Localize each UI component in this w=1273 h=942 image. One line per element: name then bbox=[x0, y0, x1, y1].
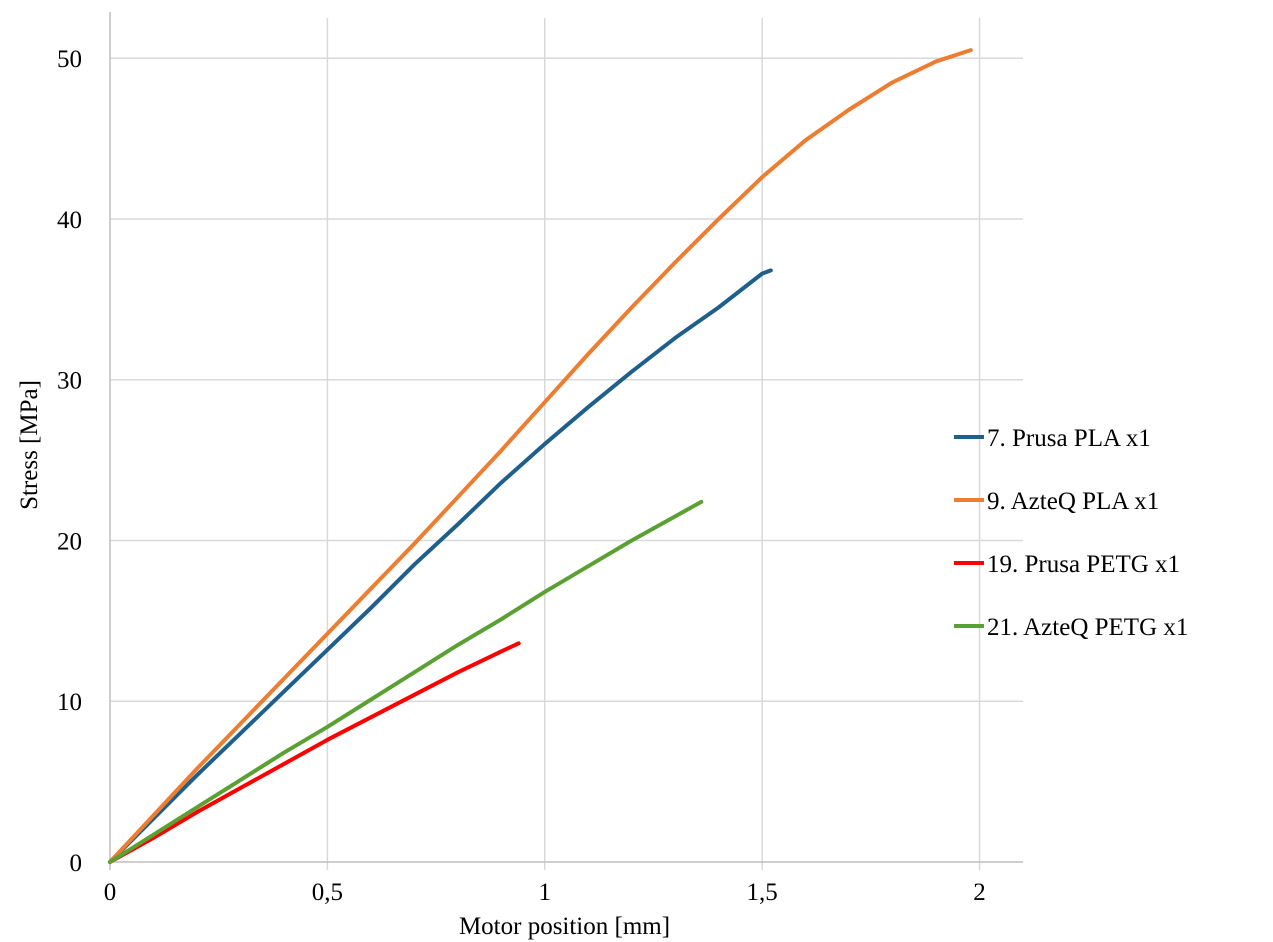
legend-label: 21. AzteQ PETG x1 bbox=[987, 614, 1188, 641]
legend-item: 21. AzteQ PETG x1 bbox=[954, 614, 1188, 641]
x-tick-label: 0 bbox=[104, 879, 117, 906]
x-axis-title: Motor position [mm] bbox=[459, 913, 670, 940]
x-tick-label: 2 bbox=[973, 879, 986, 906]
legend-item: 7. Prusa PLA x1 bbox=[954, 425, 1151, 452]
series-line bbox=[108, 641, 521, 864]
y-tick-label: 20 bbox=[57, 528, 82, 555]
axis-layer bbox=[109, 12, 1023, 870]
y-tick-label: 50 bbox=[57, 46, 82, 73]
y-tick-label: 40 bbox=[57, 207, 82, 234]
tick-layer: 0 10 20 30 40 50 0 0,5 1 1,5 2 bbox=[57, 46, 986, 906]
legend-label: 9. AzteQ PLA x1 bbox=[987, 488, 1159, 515]
grid-layer bbox=[110, 18, 1023, 870]
series-layer bbox=[108, 48, 973, 864]
legend-item: 9. AzteQ PLA x1 bbox=[954, 488, 1159, 515]
legend: 7. Prusa PLA x1 9. AzteQ PLA x1 19. Prusa … bbox=[954, 425, 1188, 641]
legend-label: 19. Prusa PETG x1 bbox=[987, 551, 1180, 578]
x-tick-label: 1 bbox=[539, 879, 552, 906]
y-tick-label: 0 bbox=[70, 850, 83, 877]
y-tick-label: 30 bbox=[57, 368, 82, 395]
series-line bbox=[108, 268, 773, 864]
x-tick-label: 0,5 bbox=[312, 879, 343, 906]
y-axis-title: Stress [MPa] bbox=[16, 380, 43, 510]
x-tick-label: 1,5 bbox=[747, 879, 778, 906]
legend-label: 7. Prusa PLA x1 bbox=[987, 425, 1151, 452]
y-tick-label: 10 bbox=[57, 689, 82, 716]
series-line bbox=[108, 48, 973, 864]
legend-item: 19. Prusa PETG x1 bbox=[954, 551, 1180, 578]
series-line bbox=[108, 499, 704, 864]
